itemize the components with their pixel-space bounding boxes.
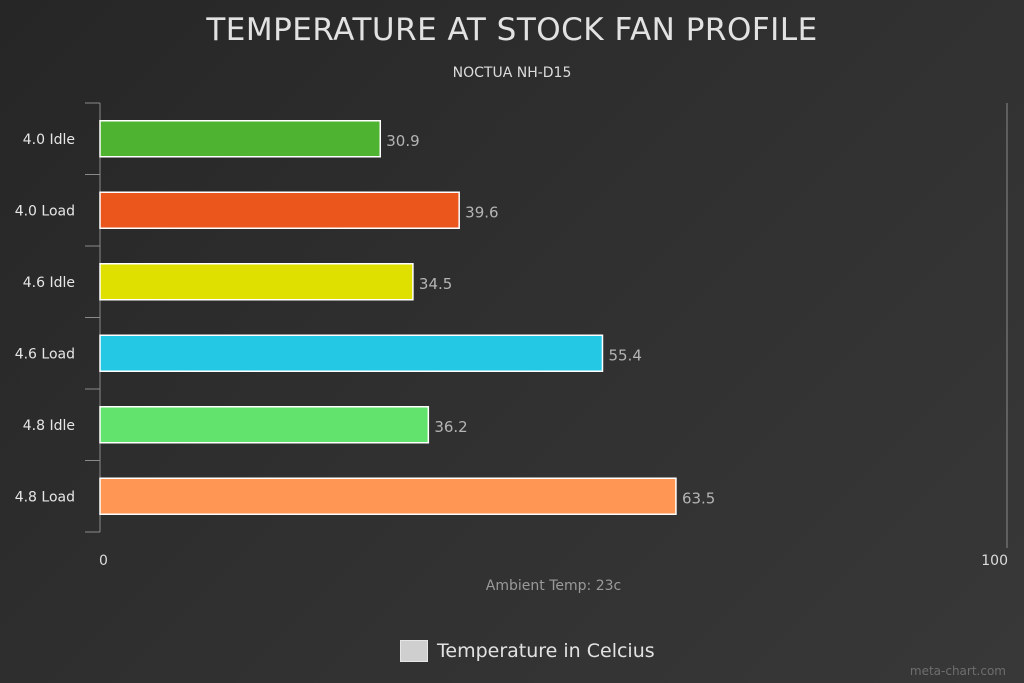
bar: [99, 120, 382, 158]
x-axis-title: Ambient Temp: 23c: [486, 578, 621, 594]
y-category-label: 4.6 Load: [15, 346, 75, 362]
bar-value-label: 63.5: [682, 489, 715, 507]
legend-swatch: [400, 640, 428, 662]
bar: [99, 334, 604, 372]
x-tick-label: 0: [99, 553, 108, 569]
bar-value-label: 39.6: [465, 203, 498, 221]
legend-label: Temperature in Celcius: [437, 640, 655, 662]
y-category-label: 4.0 Idle: [23, 132, 75, 148]
bar: [99, 406, 430, 444]
x-tick-label: 100: [981, 553, 1008, 569]
watermark: meta-chart.com: [909, 664, 1006, 678]
bar-value-label: 55.4: [608, 346, 641, 364]
bar: [99, 477, 677, 515]
y-category-label: 4.6 Idle: [23, 275, 75, 291]
bar: [99, 263, 414, 301]
chart-title: TEMPERATURE AT STOCK FAN PROFILE: [206, 12, 818, 48]
bar-value-label: 34.5: [419, 275, 452, 293]
chart-subtitle: NOCTUA NH-D15: [452, 65, 572, 81]
y-category-label: 4.8 Idle: [23, 418, 75, 434]
bar-value-label: 30.9: [386, 132, 419, 150]
legend[interactable]: Temperature in Celcius: [400, 638, 655, 664]
bar-value-label: 36.2: [434, 418, 467, 436]
y-category-label: 4.0 Load: [15, 203, 75, 219]
bar: [99, 191, 460, 229]
y-category-label: 4.8 Load: [15, 489, 75, 505]
